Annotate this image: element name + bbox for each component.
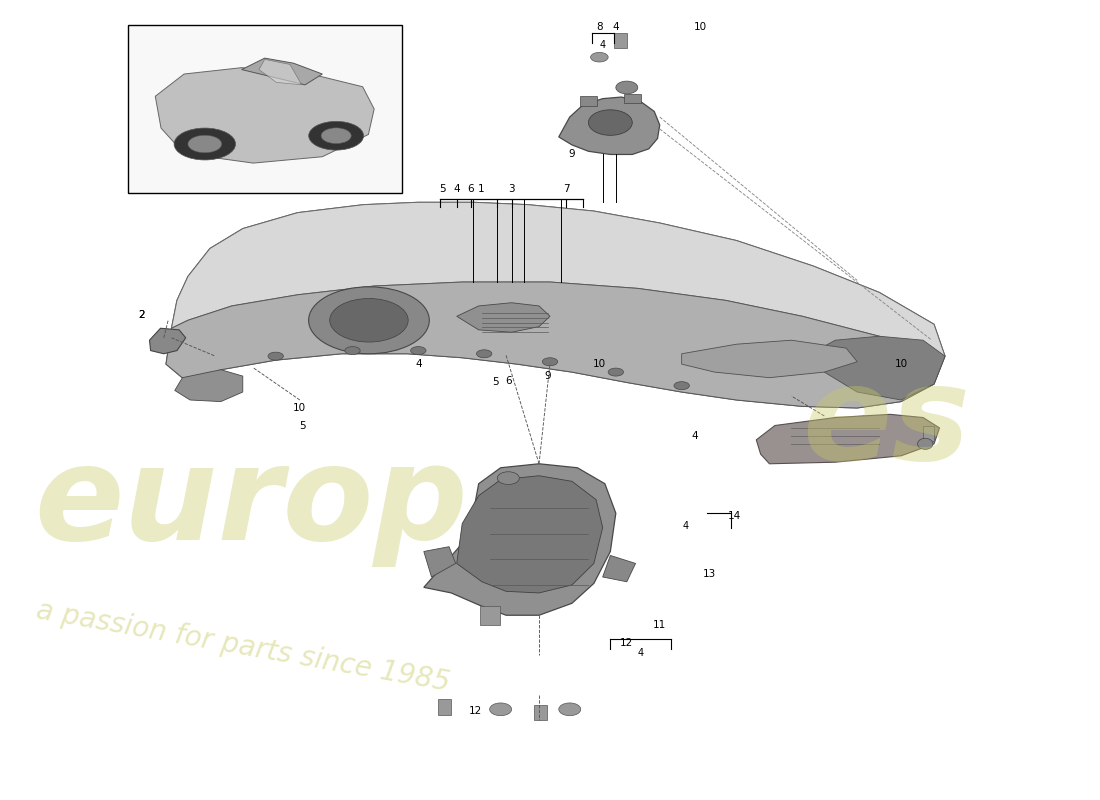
Text: 12: 12 — [469, 706, 482, 716]
Polygon shape — [166, 282, 945, 408]
Text: 2: 2 — [139, 310, 145, 321]
Ellipse shape — [559, 703, 581, 716]
Text: 7: 7 — [563, 184, 570, 194]
Ellipse shape — [674, 382, 690, 390]
Ellipse shape — [608, 368, 624, 376]
Polygon shape — [424, 464, 616, 615]
Bar — [624, 94, 641, 103]
Text: 3: 3 — [508, 184, 515, 194]
Polygon shape — [603, 555, 636, 582]
Polygon shape — [175, 370, 243, 402]
Text: 12: 12 — [620, 638, 634, 648]
Bar — [438, 699, 451, 715]
Text: a passion for parts since 1985: a passion for parts since 1985 — [34, 597, 452, 698]
Text: 4: 4 — [683, 521, 689, 531]
Bar — [480, 606, 499, 625]
Text: 4: 4 — [453, 184, 460, 194]
Polygon shape — [813, 336, 945, 400]
Text: es: es — [802, 361, 970, 487]
Text: 6: 6 — [468, 184, 474, 194]
Bar — [580, 96, 597, 106]
Polygon shape — [682, 340, 857, 378]
Ellipse shape — [309, 286, 429, 354]
Bar — [923, 426, 934, 442]
Text: 10: 10 — [694, 22, 707, 32]
Polygon shape — [424, 546, 455, 577]
Polygon shape — [559, 97, 660, 154]
Ellipse shape — [591, 53, 608, 62]
Text: 2: 2 — [139, 310, 145, 321]
Ellipse shape — [188, 135, 222, 153]
Ellipse shape — [490, 703, 512, 716]
Ellipse shape — [476, 350, 492, 358]
Text: 5: 5 — [439, 184, 446, 194]
Text: 4: 4 — [600, 40, 606, 50]
Polygon shape — [456, 302, 550, 332]
Text: 4: 4 — [638, 648, 645, 658]
Ellipse shape — [917, 438, 933, 450]
Text: 11: 11 — [653, 620, 667, 630]
Bar — [128, 26, 402, 193]
Ellipse shape — [616, 81, 638, 94]
Text: 4: 4 — [692, 431, 698, 441]
Bar — [534, 705, 547, 721]
Ellipse shape — [344, 346, 360, 354]
Text: 4: 4 — [415, 359, 421, 369]
Text: 9: 9 — [544, 371, 551, 381]
Polygon shape — [757, 414, 939, 464]
Polygon shape — [166, 202, 945, 408]
Ellipse shape — [174, 128, 235, 160]
Ellipse shape — [321, 128, 351, 144]
Text: 5: 5 — [492, 378, 498, 387]
Polygon shape — [456, 476, 603, 593]
Text: 14: 14 — [728, 510, 741, 521]
Ellipse shape — [309, 122, 364, 150]
Polygon shape — [150, 328, 186, 354]
Ellipse shape — [542, 358, 558, 366]
Text: 9: 9 — [569, 150, 575, 159]
Text: 10: 10 — [894, 359, 908, 369]
Ellipse shape — [330, 298, 408, 342]
Text: 10: 10 — [593, 359, 606, 369]
Polygon shape — [242, 58, 322, 85]
Ellipse shape — [497, 472, 519, 485]
Ellipse shape — [268, 352, 284, 360]
Text: 4: 4 — [613, 22, 619, 32]
Text: 5: 5 — [299, 421, 306, 430]
Text: europ: europ — [34, 440, 469, 567]
Text: 10: 10 — [294, 403, 307, 413]
Polygon shape — [155, 68, 374, 163]
Text: 8: 8 — [596, 22, 603, 32]
Ellipse shape — [588, 110, 632, 135]
Bar — [614, 34, 627, 48]
Ellipse shape — [410, 346, 426, 354]
Text: 6: 6 — [505, 376, 512, 386]
Text: 1: 1 — [477, 184, 484, 194]
Polygon shape — [258, 59, 301, 85]
Text: 13: 13 — [703, 569, 716, 578]
Polygon shape — [172, 202, 945, 356]
